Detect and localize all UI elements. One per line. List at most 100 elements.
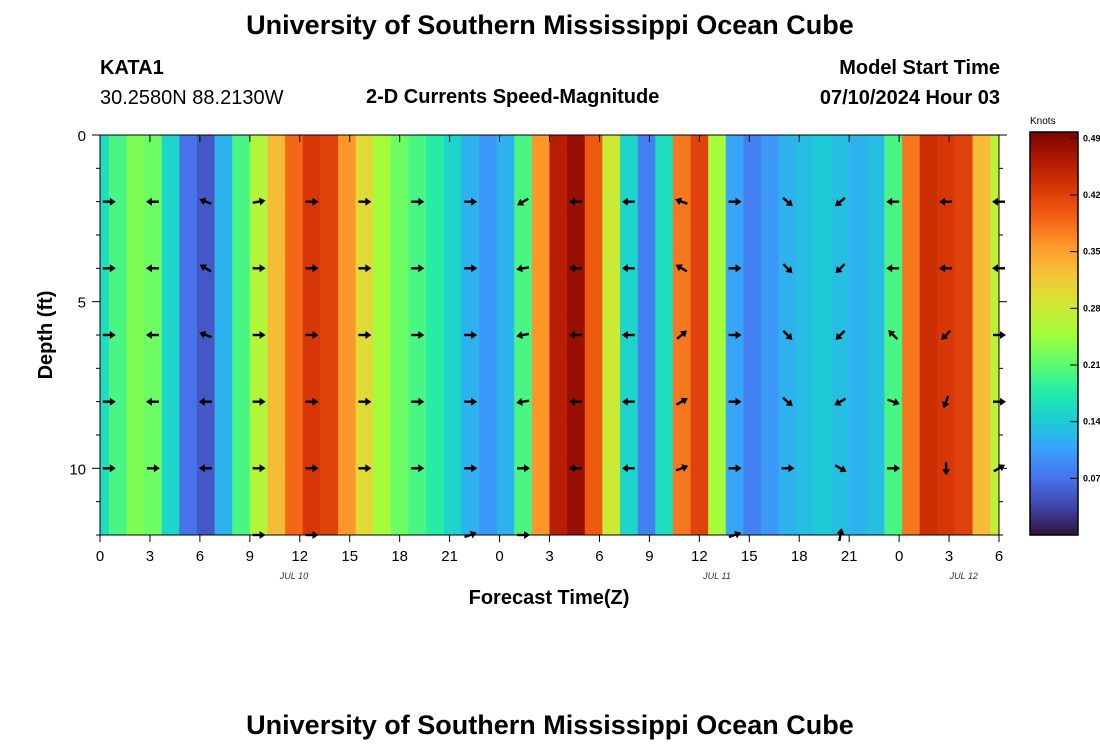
current-vector [517,464,531,473]
vector-head [1000,331,1006,339]
x-tick-label: 6 [196,548,204,565]
current-vector [252,531,266,539]
current-vector [305,264,319,273]
colorbar-tick-label: 0.14062 [1083,417,1100,427]
vector-head [198,397,205,406]
heat-cell [373,135,392,535]
vector-head [198,464,205,473]
vector-head [418,464,425,473]
current-vector [252,197,266,206]
vector-head [145,264,152,273]
model-start-time: 07/10/2024 Hour 03 [819,87,1000,109]
date-label: JUL 11 [702,571,731,581]
vector-head [365,397,372,406]
heat-cell [743,135,762,535]
vector-head [418,331,425,339]
x-tick-label: 15 [741,548,758,565]
heat-cell [531,135,551,535]
current-vector [993,397,1006,406]
x-axis: 0 3 6 9 12 15 18 21 0 3 6 9 12 15 18 21 0 3 6 [96,135,1003,565]
current-vector [358,197,372,206]
current-vector [675,464,689,472]
vector-head [621,397,628,406]
current-vector [464,397,478,406]
current-vector [102,397,116,406]
heat-cell [337,135,357,535]
current-vector [887,464,901,473]
heat-cell [813,135,833,535]
vector-head [835,332,843,340]
x-tick-label: 15 [341,548,358,565]
x-tick-label: 3 [945,548,953,565]
vector-head [471,197,478,206]
vector-head [939,264,946,273]
vector-head [785,266,793,274]
x-axis-label: Forecast Time(Z) [469,587,630,609]
vector-head [365,464,372,473]
heat-cell [849,135,868,535]
colorbar-ramp [1029,131,1079,536]
vector-head [109,331,116,339]
x-tick-label: 12 [691,548,708,565]
current-vector [728,530,742,539]
x-tick-label: 3 [146,548,154,565]
heat-cell [708,135,727,535]
current-vector [516,331,530,340]
current-vector [145,397,159,406]
vector-head [153,464,160,473]
vector-head [680,397,688,405]
vector-head [524,531,531,539]
vector-head [312,397,319,406]
vector-head [788,464,795,473]
vector-head [568,264,575,273]
current-vector [728,264,742,273]
vector-head [621,331,628,339]
heat-cell [690,135,709,535]
heat-cell [761,135,780,535]
vector-head [785,332,793,340]
current-vector [941,395,950,409]
current-vector [358,397,372,406]
current-vector [886,197,900,206]
vector-head [834,398,842,406]
vector-head [259,331,266,339]
vector-head [312,331,319,339]
vector-head [681,464,689,472]
current-vector [728,197,742,206]
current-vector [675,264,688,273]
current-vector [781,464,795,473]
current-vector [464,197,478,206]
vector-head [888,330,896,338]
vector-head [109,397,116,406]
vector-head [892,398,900,406]
heat-cell [655,135,674,535]
current-vector [568,197,582,206]
current-vector [145,264,159,273]
heat-cell [796,135,815,535]
current-vector [941,329,952,340]
vector-head [734,530,742,539]
vector-head [835,266,843,274]
current-vector [888,330,899,341]
current-vector [305,464,319,473]
current-vector [621,264,635,273]
vector-head [471,464,478,473]
vector-head [418,197,425,206]
current-vector [675,397,688,406]
vector-head [992,264,998,273]
current-vector [199,330,212,339]
station-id: KATA1 [100,57,164,79]
current-vectors [102,196,1006,542]
current-vector [305,331,319,339]
current-vector [835,329,846,340]
y-axis-label: Depth (ft) [35,291,57,380]
current-vector [198,464,212,473]
vector-head [312,197,319,206]
current-vector [102,331,116,339]
vector-head [145,331,152,339]
current-vector [675,197,688,206]
vector-head [259,397,266,406]
current-vector [305,531,319,539]
vector-head [621,464,628,473]
x-tick-label: 6 [595,548,603,565]
